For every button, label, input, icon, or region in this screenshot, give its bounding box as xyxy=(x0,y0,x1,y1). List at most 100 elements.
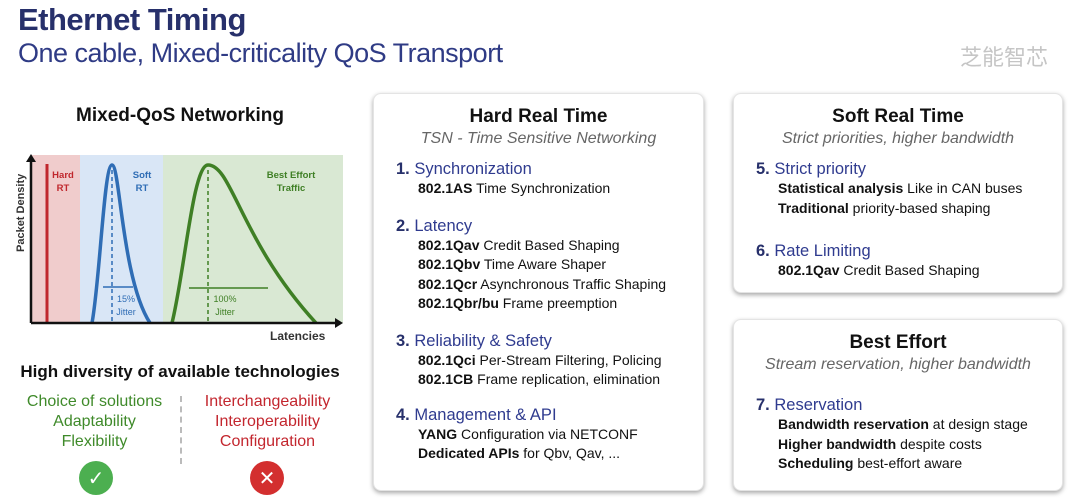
best-effort-curve xyxy=(170,163,318,325)
section-name: Management & API xyxy=(414,405,557,424)
section-item: 802.1Qav Credit Based Shaping xyxy=(418,236,703,256)
mixed-qos-diagram: Packet Density Latencies Hard RT Soft RT… xyxy=(15,154,343,343)
diversity-heading: High diversity of available technologies xyxy=(20,362,340,381)
section: 2. Latency 802.1Qav Credit Based Shaping 8… xyxy=(396,217,703,314)
best-effort-label: Traffic xyxy=(277,183,306,194)
soft-real-time-card: Soft Real Time Strict priorities, higher… xyxy=(733,93,1063,293)
section-heading: 2. Latency xyxy=(396,217,703,236)
soft-rt-label: Soft xyxy=(133,170,152,181)
best-effort-label: Best Effort xyxy=(267,170,316,181)
soft-jitter-label: Jitter xyxy=(116,307,136,317)
section-item: 802.1CB Frame replication, elimination xyxy=(418,370,703,390)
hard-rt-zone xyxy=(31,155,80,323)
section-heading: 7. Reservation xyxy=(756,396,1062,415)
x-axis-label: Latencies xyxy=(270,329,326,343)
item-desc: Frame replication, elimination xyxy=(473,371,661,387)
con-item: Configuration xyxy=(219,433,316,450)
hard-rt-label: Hard xyxy=(52,170,74,181)
section-item: 802.1Qbr/bu Frame preemption xyxy=(418,294,703,314)
section-item: Scheduling best-effort aware xyxy=(778,454,1062,474)
section-item: Bandwidth reservation at design stage xyxy=(778,415,1062,435)
section-number: 3. xyxy=(396,331,410,350)
item-desc: Credit Based Shaping xyxy=(479,236,620,253)
soft-rt-label: RT xyxy=(136,183,149,194)
section-number: 4. xyxy=(396,405,410,424)
best-effort-zone xyxy=(163,155,343,323)
item-desc: Frame preemption xyxy=(498,295,618,311)
section-name: Synchronization xyxy=(414,160,532,178)
section-item: 802.1Qav Credit Based Shaping xyxy=(778,261,1062,281)
section: 3. Reliability & Safety 802.1Qci Per-Stre… xyxy=(396,332,703,390)
item-desc: Credit Based Shaping xyxy=(839,262,980,278)
item-term: Bandwidth reservation xyxy=(778,416,929,432)
y-axis-label: Packet Density xyxy=(15,173,27,252)
pros-list: Choice of solutions Adaptability Flexibi… xyxy=(12,392,177,452)
section-item: 802.1Qcr Asynchronous Traffic Shaping xyxy=(418,275,703,295)
card-subtitle: Stream reservation, higher bandwidth xyxy=(765,356,1031,373)
item-term: Dedicated APIs xyxy=(418,445,520,461)
section-number: 1. xyxy=(396,160,410,178)
pro-item: Choice of solutions xyxy=(26,393,163,410)
item-term: 802.1AS xyxy=(418,180,473,196)
be-jitter-label: Jitter xyxy=(215,307,235,317)
section: 4. Management & API YANG Configuration vi… xyxy=(396,406,703,464)
section-item: Higher bandwidth despite costs xyxy=(778,435,1062,455)
item-desc: Time Synchronization xyxy=(472,180,611,196)
section: 5. Strict priority Statistical analysis L… xyxy=(756,160,1062,218)
section: 6. Rate Limiting 802.1Qav Credit Based Sh… xyxy=(756,242,1062,281)
x-axis-arrow-icon xyxy=(335,318,343,328)
section-item: YANG Configuration via NETCONF xyxy=(418,425,703,445)
item-desc: Asynchronous Traffic Shaping xyxy=(477,275,667,292)
y-axis-arrow-icon xyxy=(26,154,36,162)
item-term: YANG xyxy=(418,425,458,442)
item-desc: best-effort aware xyxy=(853,455,963,471)
item-desc: at design stage xyxy=(928,416,1028,432)
section-name: Reliability & Safety xyxy=(414,331,552,350)
section-heading: 3. Reliability & Safety xyxy=(396,332,703,351)
section-heading: 1. Synchronization xyxy=(396,160,703,179)
section-item: Statistical analysis Like in CAN buses xyxy=(778,179,1062,199)
item-desc: priority-based shaping xyxy=(848,199,991,216)
item-desc: despite costs xyxy=(896,435,982,452)
cross-icon: ✕ xyxy=(250,461,284,495)
section: 1. Synchronization 802.1AS Time Synchroni… xyxy=(396,160,703,199)
item-term: 802.1Qci xyxy=(418,351,476,368)
pro-item: Adaptability xyxy=(53,413,136,430)
item-term: 802.1Qbr/bu xyxy=(418,295,499,311)
section-item: 802.1Qbv Time Aware Shaper xyxy=(418,255,703,275)
card-subtitle: Strict priorities, higher bandwidth xyxy=(781,130,1015,147)
section-number: 7. xyxy=(756,396,770,414)
section-item: 802.1AS Time Synchronization xyxy=(418,179,703,199)
soft-rt-curve xyxy=(90,163,152,324)
item-term: Traditional xyxy=(778,199,849,216)
section-number: 5. xyxy=(756,160,770,178)
item-desc: Per-Stream Filtering, Policing xyxy=(475,351,662,368)
item-desc: for Qbv, Qav, ... xyxy=(519,445,621,461)
cons-list: Interchangeability Interoperability Conf… xyxy=(185,392,350,452)
section-heading: 6. Rate Limiting xyxy=(756,242,1062,261)
item-term: Statistical analysis xyxy=(778,180,904,196)
section-name: Strict priority xyxy=(774,160,867,178)
item-term: Scheduling xyxy=(778,455,854,471)
section-name: Reservation xyxy=(774,396,863,414)
best-effort-card: Best Effort Stream reservation, higher b… xyxy=(733,319,1063,491)
card-title: Hard Real Time xyxy=(469,106,608,127)
divider xyxy=(180,396,182,464)
section: 7. Reservation Bandwidth reservation at d… xyxy=(756,396,1062,474)
be-jitter-pct: 100% xyxy=(213,294,236,304)
section-name: Rate Limiting xyxy=(774,242,871,260)
section-heading: 4. Management & API xyxy=(396,406,703,425)
card-subtitle: TSN - Time Sensitive Networking xyxy=(420,130,657,147)
section-name: Latency xyxy=(414,216,473,235)
page-subtitle: One cable, Mixed-criticality QoS Transpo… xyxy=(18,38,503,68)
section-item: 802.1Qci Per-Stream Filtering, Policing xyxy=(418,351,703,371)
card-title: Soft Real Time xyxy=(832,106,964,127)
page-title: Ethernet Timing xyxy=(18,2,246,37)
section-number: 6. xyxy=(756,242,770,260)
hard-real-time-card: Hard Real Time TSN - Time Sensitive Netw… xyxy=(373,93,704,491)
con-item: Interchangeability xyxy=(204,393,331,410)
item-term: Higher bandwidth xyxy=(778,435,897,452)
item-term: 802.1Qav xyxy=(778,262,840,278)
item-term: 802.1Qcr xyxy=(418,275,478,292)
item-term: 802.1CB xyxy=(418,371,474,387)
